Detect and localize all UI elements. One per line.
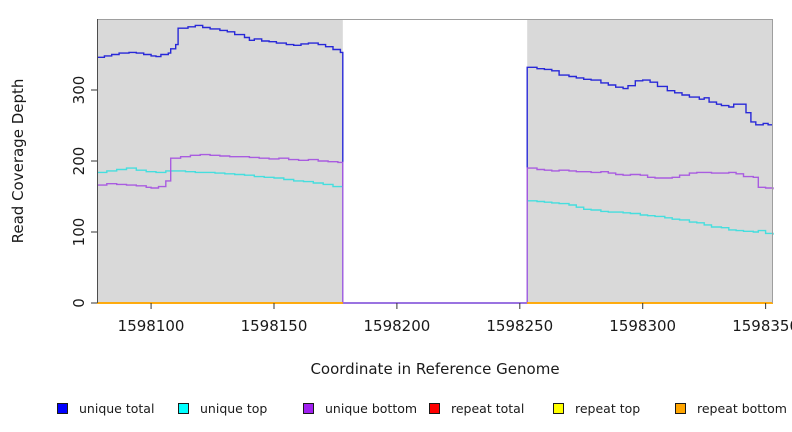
x-tick-label: 1598200 bbox=[363, 317, 431, 335]
legend-item-unique-top: unique top bbox=[178, 400, 267, 416]
repeat-top-swatch-icon bbox=[553, 402, 564, 414]
x-tick-label: 1598300 bbox=[609, 317, 677, 335]
x-tick-label: 1598250 bbox=[486, 317, 554, 335]
y-tick-label: 100 bbox=[70, 217, 88, 247]
series-unique-bottom bbox=[97, 153, 774, 304]
legend-label: unique total bbox=[79, 400, 155, 416]
legend-item-repeat-top: repeat top bbox=[553, 400, 640, 416]
legend-label: repeat bottom bbox=[697, 400, 787, 416]
unique-top-swatch-icon bbox=[178, 402, 189, 414]
repeat-bottom-swatch-icon bbox=[675, 402, 686, 414]
y-tick-label: 300 bbox=[70, 75, 88, 105]
covered-region-panel bbox=[527, 19, 773, 303]
y-tick-label: 0 bbox=[70, 298, 88, 308]
y-tick-label: 200 bbox=[70, 146, 88, 176]
unique-total-swatch-icon bbox=[57, 402, 68, 414]
legend-item-repeat-total: repeat total bbox=[429, 400, 524, 416]
legend-label: repeat total bbox=[451, 400, 525, 416]
legend-label: unique top bbox=[200, 400, 268, 416]
y-axis-title: Read Coverage Depth bbox=[9, 78, 27, 244]
legend: unique total unique top unique bottom re… bbox=[0, 400, 792, 420]
unique-bottom-swatch-icon bbox=[303, 402, 314, 414]
legend-item-unique-bottom: unique bottom bbox=[303, 400, 417, 416]
series-unique-top bbox=[97, 167, 774, 304]
x-axis-title: Coordinate in Reference Genome bbox=[310, 360, 560, 378]
legend-item-repeat-bottom: repeat bottom bbox=[675, 400, 787, 416]
x-tick-label: 1598100 bbox=[117, 317, 185, 335]
legend-label: repeat top bbox=[575, 400, 641, 416]
repeat-total-swatch-icon bbox=[429, 402, 440, 414]
legend-label: unique bottom bbox=[325, 400, 418, 416]
legend-item-unique-total: unique total bbox=[57, 400, 154, 416]
plot-box-border bbox=[97, 19, 773, 303]
x-tick-label: 1598150 bbox=[240, 317, 308, 335]
